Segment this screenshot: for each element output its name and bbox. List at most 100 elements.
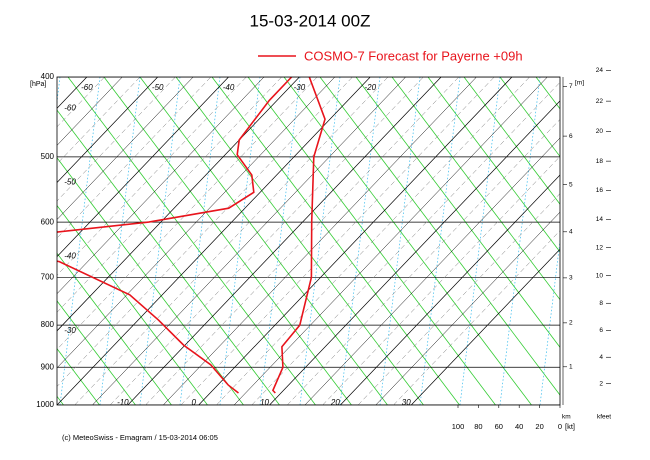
isotherm-minor bbox=[57, 77, 123, 146]
isotherm-minor bbox=[57, 77, 176, 202]
adiabat bbox=[175, 77, 424, 405]
wind-tick-label: 20 bbox=[535, 422, 543, 431]
isotherm-minor bbox=[357, 193, 560, 405]
km-label: km bbox=[562, 414, 571, 421]
isotherm bbox=[410, 248, 560, 405]
mixing-line bbox=[259, 77, 301, 405]
wind-tick-label: 0 bbox=[558, 422, 562, 431]
isotherm-minor bbox=[251, 81, 560, 405]
footer: (c) MeteoSwiss - Emagram / 15-03-2014 06… bbox=[62, 433, 218, 442]
kfeet-tick-label: 2 bbox=[599, 380, 603, 387]
isotherm-minor bbox=[287, 119, 560, 405]
isotherm-minor bbox=[74, 77, 389, 405]
x-tick-label: -10 bbox=[117, 398, 129, 407]
isotherm bbox=[57, 77, 229, 258]
adiabat bbox=[103, 77, 352, 405]
kfeet-tick-label: 4 bbox=[599, 354, 603, 361]
km-tick-label: 2 bbox=[569, 320, 573, 327]
adiabat bbox=[139, 77, 388, 405]
wind-tick-label: 40 bbox=[515, 422, 523, 431]
x-tick-label: -40 bbox=[64, 252, 76, 261]
isotherm-minor bbox=[322, 156, 560, 405]
height-unit: [m] bbox=[575, 80, 584, 87]
y-tick-label: 500 bbox=[41, 152, 55, 161]
wind-unit: [kt] bbox=[565, 422, 575, 431]
isotherm-minor bbox=[393, 230, 560, 405]
isotherm-minor bbox=[57, 77, 247, 276]
y-tick-label: 700 bbox=[41, 272, 55, 281]
y-tick-label: 400 bbox=[41, 72, 55, 81]
kfeet-tick-label: 22 bbox=[596, 98, 604, 105]
x-tick-label: 20 bbox=[330, 398, 340, 407]
km-tick-label: 7 bbox=[569, 83, 573, 90]
x-tick-label: -60 bbox=[81, 83, 93, 92]
isotherm bbox=[340, 174, 560, 405]
y-tick-label: 600 bbox=[41, 217, 55, 226]
adiabat bbox=[391, 77, 560, 301]
isotherm bbox=[269, 100, 560, 405]
mixing-line bbox=[99, 77, 141, 405]
isotherm bbox=[198, 77, 513, 405]
adiabat bbox=[57, 204, 208, 405]
x-tick-label: -40 bbox=[223, 83, 235, 92]
x-tick-label: -30 bbox=[294, 83, 306, 92]
x-tick-label: -60 bbox=[64, 103, 76, 112]
chart-title: 15-03-2014 00Z bbox=[250, 11, 371, 30]
isotherm-minor bbox=[233, 77, 548, 405]
adiabat bbox=[57, 348, 100, 405]
x-tick-label: 30 bbox=[402, 398, 411, 407]
wind-tick-label: 80 bbox=[474, 422, 482, 431]
mixing-line bbox=[59, 77, 101, 405]
x-tick-label: -20 bbox=[364, 83, 376, 92]
km-tick-label: 6 bbox=[569, 133, 573, 140]
kfeet-tick-label: 16 bbox=[596, 187, 604, 194]
mixing-line bbox=[419, 77, 461, 405]
adiabat bbox=[211, 77, 460, 405]
x-tick-label: -30 bbox=[64, 326, 76, 335]
isotherm bbox=[127, 77, 442, 405]
adiabat bbox=[499, 77, 560, 158]
kfeet-tick-label: 12 bbox=[596, 244, 604, 251]
kfeet-tick-label: 20 bbox=[596, 128, 604, 135]
isotherm-minor bbox=[57, 77, 212, 239]
kfeet-tick-label: 24 bbox=[596, 67, 604, 74]
isotherm-minor bbox=[57, 77, 318, 350]
kfeet-tick-label: 10 bbox=[596, 272, 604, 279]
kfeet-tick-label: 14 bbox=[596, 216, 604, 223]
km-tick-label: 4 bbox=[569, 229, 573, 236]
adiabat bbox=[247, 77, 496, 405]
profile-temperature bbox=[271, 77, 326, 394]
mixing-line bbox=[499, 77, 541, 405]
isotherm-minor bbox=[163, 77, 477, 405]
legend-label: COSMO-7 Forecast for Payerne +09h bbox=[304, 48, 523, 63]
isotherm-minor bbox=[57, 77, 353, 387]
isotherm-minor bbox=[145, 77, 459, 405]
isotherm-minor bbox=[304, 137, 560, 405]
isotherm-minor bbox=[57, 77, 141, 165]
isotherm-minor bbox=[57, 77, 194, 220]
isotherm bbox=[57, 77, 371, 405]
mixing-line bbox=[379, 77, 421, 405]
x-tick-label: 10 bbox=[260, 398, 269, 407]
x-tick-label: -50 bbox=[152, 83, 164, 92]
isotherm-minor bbox=[216, 77, 530, 405]
adiabat bbox=[57, 300, 136, 405]
kfeet-tick-label: 6 bbox=[599, 327, 603, 334]
adiabat bbox=[57, 109, 280, 405]
mixing-line bbox=[339, 77, 381, 405]
curves bbox=[57, 77, 326, 394]
isotherm-minor bbox=[180, 77, 495, 405]
wind-tick-label: 100 bbox=[452, 422, 465, 431]
y-tick-label: 1000 bbox=[36, 400, 54, 409]
isotherm bbox=[57, 77, 158, 183]
isotherm-minor bbox=[92, 77, 406, 405]
adiabat bbox=[427, 77, 560, 253]
y-unit: [hPa] bbox=[30, 81, 46, 88]
kfeet-tick-label: 8 bbox=[599, 300, 603, 307]
grid bbox=[57, 77, 560, 405]
adiabat bbox=[463, 77, 560, 205]
mixing-line bbox=[179, 77, 221, 405]
profile-dewpoint bbox=[57, 77, 293, 394]
